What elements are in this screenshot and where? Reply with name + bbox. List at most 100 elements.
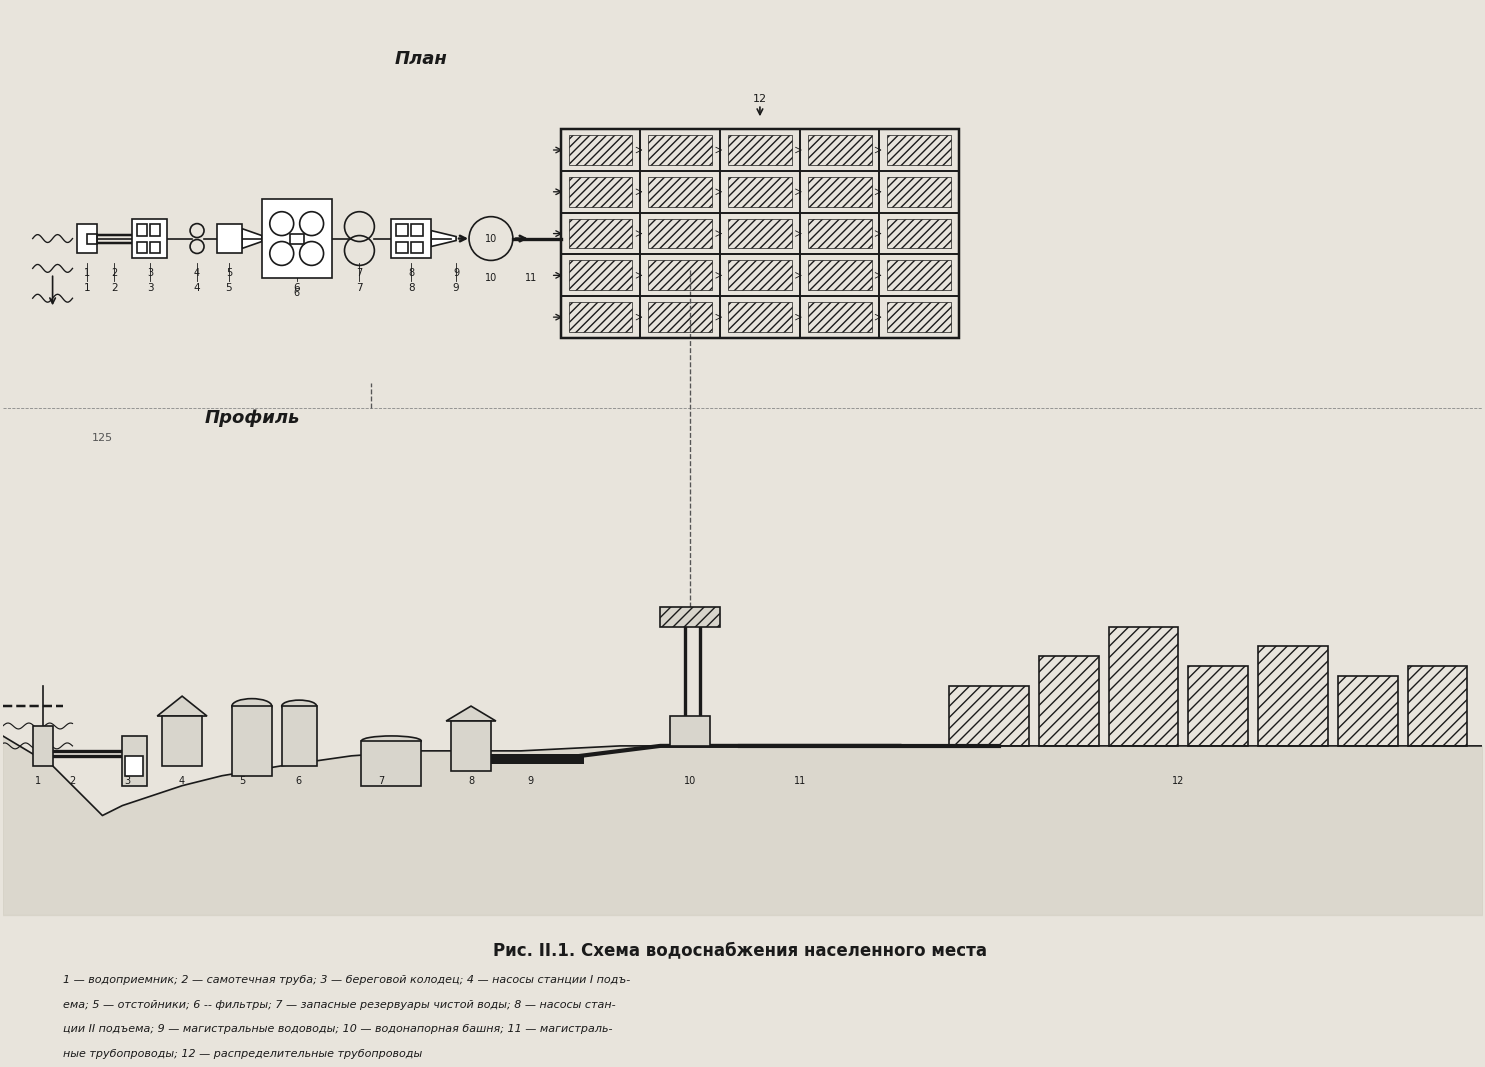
Text: 12: 12 (753, 94, 766, 105)
Bar (396, 241, 408, 254)
Bar (569, 219, 633, 249)
Text: 10: 10 (484, 273, 497, 284)
Text: 1: 1 (85, 283, 91, 293)
Bar (162, 716, 202, 766)
Text: 3: 3 (125, 776, 131, 785)
Bar (561, 129, 959, 338)
Bar (879, 254, 959, 297)
Bar (879, 297, 959, 338)
Text: 1 — водоприемник; 2 — самотечная труба; 3 — береговой колодец; 4 — насосы станци: 1 — водоприемник; 2 — самотечная труба; … (62, 974, 630, 985)
Text: 3: 3 (147, 283, 153, 293)
Text: 9: 9 (453, 269, 459, 278)
Bar (125, 755, 143, 776)
Bar (720, 254, 800, 297)
Text: 5: 5 (226, 283, 232, 293)
Bar (888, 302, 952, 332)
Bar (150, 224, 160, 236)
Bar (1258, 647, 1328, 746)
Text: 10: 10 (484, 234, 497, 243)
Bar (1338, 676, 1397, 746)
Text: 7: 7 (379, 776, 385, 785)
Text: 2: 2 (70, 776, 76, 785)
Bar (569, 302, 633, 332)
Bar (77, 224, 98, 254)
Bar (232, 706, 272, 776)
Bar (720, 297, 800, 338)
Bar (569, 260, 633, 290)
Text: ема; 5 — отстойники; 6 -- фильтры; 7 — запасные резервуары чистой воды; 8 — насо: ема; 5 — отстойники; 6 -- фильтры; 7 — з… (62, 1000, 615, 1009)
Bar (649, 136, 713, 165)
Bar (1188, 666, 1247, 746)
Bar (640, 254, 720, 297)
Bar (217, 224, 242, 254)
Bar (1408, 666, 1467, 746)
Bar (561, 297, 640, 338)
Bar (649, 219, 713, 249)
Bar (879, 212, 959, 254)
Bar (649, 302, 713, 332)
Bar (879, 129, 959, 171)
Text: 11: 11 (793, 776, 806, 785)
Bar (261, 198, 331, 278)
Text: 8: 8 (468, 776, 474, 785)
Bar (361, 740, 422, 785)
Bar (808, 219, 872, 249)
Bar (670, 716, 710, 746)
Bar (808, 136, 872, 165)
Text: 4: 4 (195, 269, 200, 278)
Bar (800, 254, 879, 297)
Text: 10: 10 (685, 776, 696, 785)
Text: ции II подъема; 9 — магистральные водоводы; 10 — водонапорная башня; 11 — магист: ции II подъема; 9 — магистральные водово… (62, 1024, 612, 1034)
Polygon shape (431, 230, 456, 246)
Bar (720, 171, 800, 212)
Bar (728, 136, 792, 165)
Bar (411, 241, 423, 254)
Bar (720, 129, 800, 171)
Text: Профиль: Профиль (203, 409, 300, 427)
Bar (800, 212, 879, 254)
Bar (888, 219, 952, 249)
Polygon shape (242, 228, 261, 249)
Bar (1109, 626, 1179, 746)
Bar (640, 171, 720, 212)
Text: 7: 7 (356, 269, 362, 278)
Bar (808, 177, 872, 207)
Bar (290, 234, 303, 243)
Ellipse shape (282, 700, 316, 712)
Text: 12: 12 (1172, 776, 1185, 785)
Text: 5: 5 (226, 269, 232, 278)
Text: ные трубопроводы; 12 — распределительные трубопроводы: ные трубопроводы; 12 — распределительные… (62, 1049, 422, 1060)
Text: 9: 9 (453, 283, 459, 293)
Bar (451, 721, 492, 770)
Bar (396, 224, 408, 236)
Bar (879, 171, 959, 212)
Bar (800, 171, 879, 212)
Bar (649, 177, 713, 207)
Ellipse shape (232, 699, 272, 714)
Bar (132, 219, 168, 258)
Bar (888, 260, 952, 290)
Text: 3: 3 (147, 269, 153, 278)
Text: 1: 1 (34, 776, 40, 785)
Bar (33, 726, 52, 766)
Text: 1: 1 (85, 269, 91, 278)
Text: 6: 6 (296, 776, 301, 785)
Bar (640, 297, 720, 338)
Text: 6: 6 (294, 283, 300, 293)
Text: 6: 6 (294, 288, 300, 299)
Text: Рис. II.1. Схема водоснабжения населенного места: Рис. II.1. Схема водоснабжения населенно… (493, 941, 988, 959)
Bar (728, 302, 792, 332)
Bar (800, 297, 879, 338)
Bar (720, 212, 800, 254)
Bar (1040, 656, 1099, 746)
Bar (88, 234, 98, 243)
Text: 5: 5 (239, 776, 245, 785)
Bar (392, 219, 431, 258)
Bar (569, 177, 633, 207)
Text: 4: 4 (180, 776, 186, 785)
Bar (808, 302, 872, 332)
Text: 2: 2 (111, 283, 117, 293)
Text: 2: 2 (111, 269, 117, 278)
Text: 4: 4 (193, 283, 200, 293)
Bar (728, 219, 792, 249)
